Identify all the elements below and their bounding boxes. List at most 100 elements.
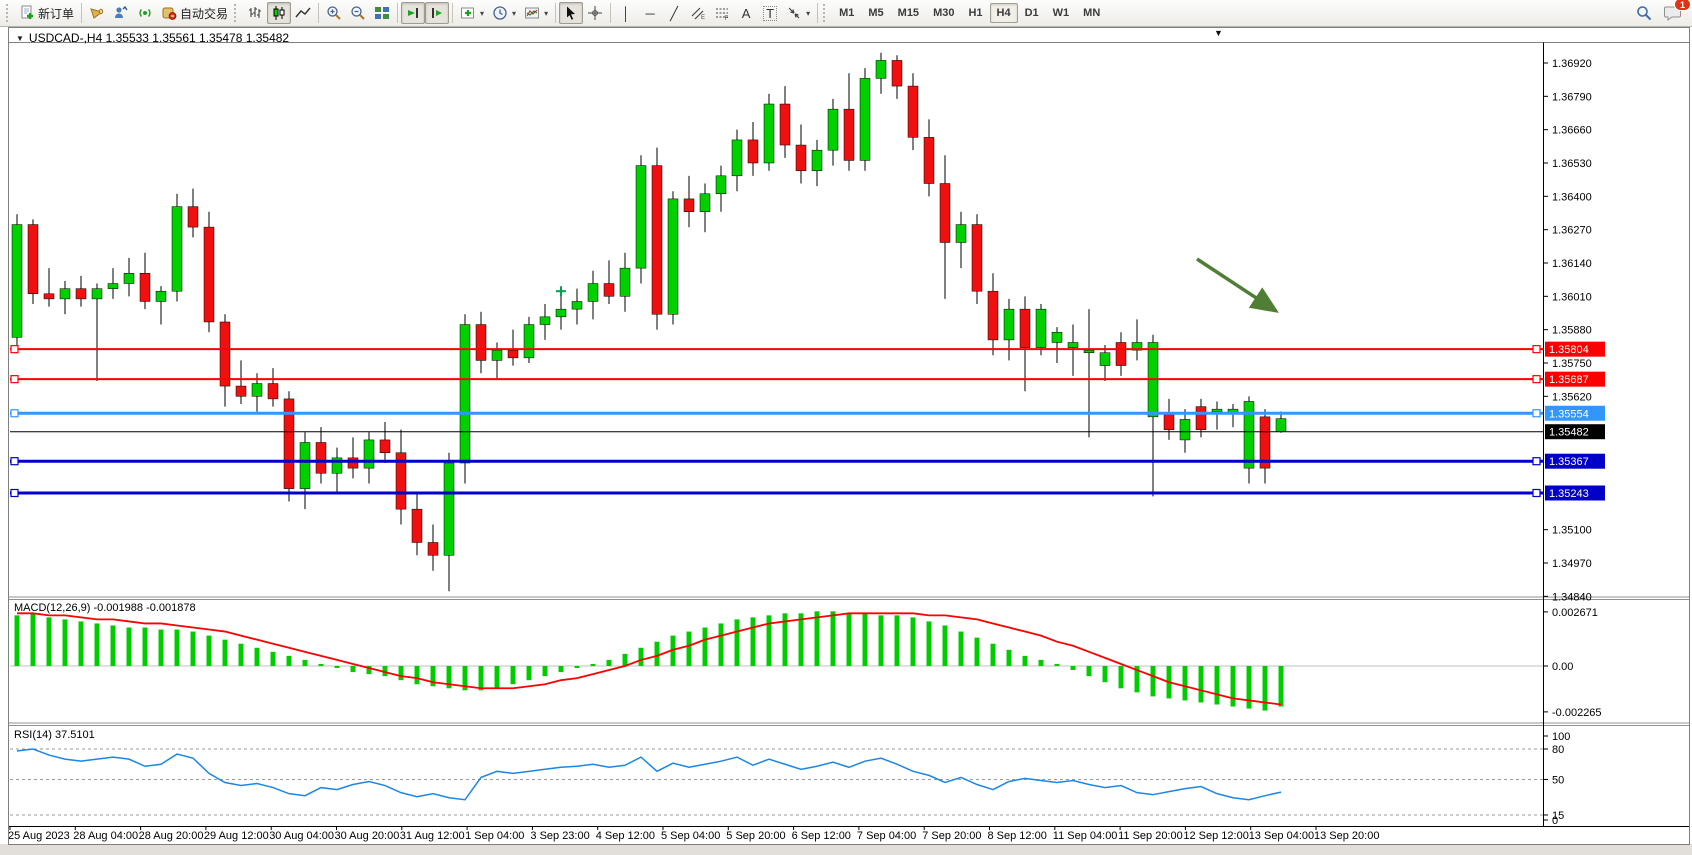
horizontal-line-button[interactable]: ─ bbox=[638, 2, 662, 24]
price-axis[interactable] bbox=[1544, 43, 1624, 826]
main-toolbar: 新订单 自动交易 bbox=[0, 0, 1692, 27]
svg-text:1.35482: 1.35482 bbox=[1549, 427, 1589, 439]
separator bbox=[318, 3, 320, 23]
text-tool-icon: A bbox=[741, 5, 751, 21]
separator bbox=[610, 3, 612, 23]
candles-layer bbox=[11, 52, 1287, 592]
autoscroll-icon bbox=[408, 8, 419, 18]
new-order-button[interactable]: 新订单 bbox=[15, 2, 78, 24]
line-chart-icon bbox=[295, 7, 311, 18]
svg-text:1.36660: 1.36660 bbox=[1552, 125, 1592, 137]
line-chart-button[interactable] bbox=[291, 2, 315, 24]
svg-text:11 Sep 04:00: 11 Sep 04:00 bbox=[1053, 830, 1118, 842]
crosshair-button[interactable] bbox=[583, 2, 607, 24]
svg-text:1.35367: 1.35367 bbox=[1549, 456, 1589, 468]
community-button[interactable] bbox=[109, 2, 133, 24]
text-button[interactable]: A bbox=[734, 2, 758, 24]
svg-text:100: 100 bbox=[1552, 731, 1570, 743]
timeframe-w1-button[interactable]: W1 bbox=[1046, 3, 1077, 23]
svg-text:5 Sep 20:00: 5 Sep 20:00 bbox=[726, 830, 785, 842]
macd-pane: 0.002671 0.00 -0.002265 bbox=[10, 607, 1602, 719]
timeframe-h1-button[interactable]: H1 bbox=[961, 3, 989, 23]
svg-text:28 Aug 20:00: 28 Aug 20:00 bbox=[139, 830, 204, 842]
toolbar-drag-handle[interactable] bbox=[234, 4, 241, 22]
svg-text:7 Sep 20:00: 7 Sep 20:00 bbox=[922, 830, 981, 842]
plus-marker bbox=[556, 286, 566, 297]
svg-text:15: 15 bbox=[1552, 810, 1564, 822]
svg-text:4 Sep 12:00: 4 Sep 12:00 bbox=[596, 830, 655, 842]
chart-shift-button[interactable] bbox=[425, 2, 450, 24]
templates-button[interactable]: ▾ bbox=[520, 2, 552, 24]
candlestick-chart-button[interactable] bbox=[267, 2, 292, 24]
toolbar-drag-handle[interactable] bbox=[823, 4, 830, 22]
cursor-icon bbox=[567, 6, 576, 20]
periods-button[interactable]: ▾ bbox=[488, 2, 520, 24]
timeframe-h4-button[interactable]: H4 bbox=[989, 3, 1018, 23]
trendline-button[interactable]: ╱ bbox=[662, 2, 686, 24]
timeframe-d1-button[interactable]: D1 bbox=[1018, 3, 1046, 23]
autotrading-label: 自动交易 bbox=[180, 6, 229, 21]
chevron-down-icon: ▾ bbox=[806, 8, 811, 18]
svg-text:1.35880: 1.35880 bbox=[1552, 325, 1592, 337]
svg-text:1.36920: 1.36920 bbox=[1552, 58, 1592, 70]
svg-text:1.35554: 1.35554 bbox=[1549, 408, 1589, 420]
svg-text:25 Aug 2023: 25 Aug 2023 bbox=[8, 830, 70, 842]
autotrading-button[interactable]: 自动交易 bbox=[157, 2, 232, 24]
signals-button[interactable] bbox=[133, 2, 157, 24]
autoscroll-button[interactable] bbox=[401, 2, 426, 24]
fibonacci-button[interactable]: F bbox=[710, 2, 734, 24]
chart-canvas[interactable] bbox=[10, 43, 1543, 596]
news-button[interactable] bbox=[85, 2, 109, 24]
svg-text:3 Sep 23:00: 3 Sep 23:00 bbox=[530, 830, 589, 842]
search-button[interactable] bbox=[1632, 2, 1656, 24]
new-order-label: 新订单 bbox=[38, 6, 75, 21]
svg-text:30 Aug 04:00: 30 Aug 04:00 bbox=[269, 830, 334, 842]
svg-text:1.36400: 1.36400 bbox=[1552, 191, 1592, 203]
zoom-out-button[interactable] bbox=[346, 2, 370, 24]
chart-menu-arrow-icon[interactable]: ▼ bbox=[1214, 28, 1223, 38]
timeframe-m15-button[interactable]: M15 bbox=[891, 3, 926, 23]
megaphone-icon bbox=[90, 8, 104, 19]
channel-button[interactable]: E bbox=[686, 2, 710, 24]
arrows-button[interactable]: ▾ bbox=[782, 2, 814, 24]
clock-icon bbox=[493, 6, 507, 20]
timeframe-m5-button[interactable]: M5 bbox=[861, 3, 890, 23]
indicators-button[interactable]: ▾ bbox=[456, 2, 488, 24]
autotrading-icon bbox=[162, 7, 177, 20]
svg-text:1.36010: 1.36010 bbox=[1552, 291, 1592, 303]
svg-text:7 Sep 04:00: 7 Sep 04:00 bbox=[857, 830, 916, 842]
zoom-in-button[interactable] bbox=[322, 2, 346, 24]
person-chart-icon bbox=[115, 5, 128, 18]
svg-text:1.35750: 1.35750 bbox=[1552, 358, 1592, 370]
timeframe-m30-button[interactable]: M30 bbox=[926, 3, 961, 23]
annotation-arrow bbox=[1196, 257, 1279, 313]
separator bbox=[555, 3, 557, 23]
timeframe-m1-button[interactable]: M1 bbox=[832, 3, 861, 23]
svg-text:12 Sep 12:00: 12 Sep 12:00 bbox=[1183, 830, 1248, 842]
label-tool-icon: T bbox=[763, 5, 778, 21]
svg-text:80: 80 bbox=[1552, 744, 1564, 756]
timeframe-mn-button[interactable]: MN bbox=[1076, 3, 1107, 23]
svg-text:6 Sep 12:00: 6 Sep 12:00 bbox=[792, 830, 851, 842]
bar-chart-button[interactable] bbox=[243, 2, 267, 24]
label-button[interactable]: T bbox=[758, 2, 782, 24]
new-order-icon bbox=[21, 5, 33, 19]
svg-text:1.34970: 1.34970 bbox=[1552, 558, 1592, 570]
separator bbox=[817, 3, 819, 23]
vertical-line-button[interactable]: │ bbox=[614, 2, 638, 24]
tile-windows-button[interactable] bbox=[370, 2, 394, 24]
symbol-dropdown-icon[interactable]: ▼ bbox=[16, 33, 24, 43]
cursor-button[interactable] bbox=[559, 2, 584, 24]
time-axis[interactable] bbox=[10, 827, 1543, 842]
chevron-down-icon: ▾ bbox=[480, 8, 485, 18]
svg-text:1.35100: 1.35100 bbox=[1552, 525, 1592, 537]
tile-windows-icon bbox=[375, 7, 390, 19]
separator bbox=[81, 3, 83, 23]
svg-text:1.35687: 1.35687 bbox=[1549, 374, 1589, 386]
chart-title: ▼ USDCAD-,H4 1.35533 1.35561 1.35478 1.3… bbox=[16, 31, 289, 45]
toolbar-drag-handle[interactable] bbox=[6, 4, 13, 22]
svg-text:1.36270: 1.36270 bbox=[1552, 225, 1592, 237]
separator bbox=[397, 3, 399, 23]
svg-text:1.36790: 1.36790 bbox=[1552, 91, 1592, 103]
